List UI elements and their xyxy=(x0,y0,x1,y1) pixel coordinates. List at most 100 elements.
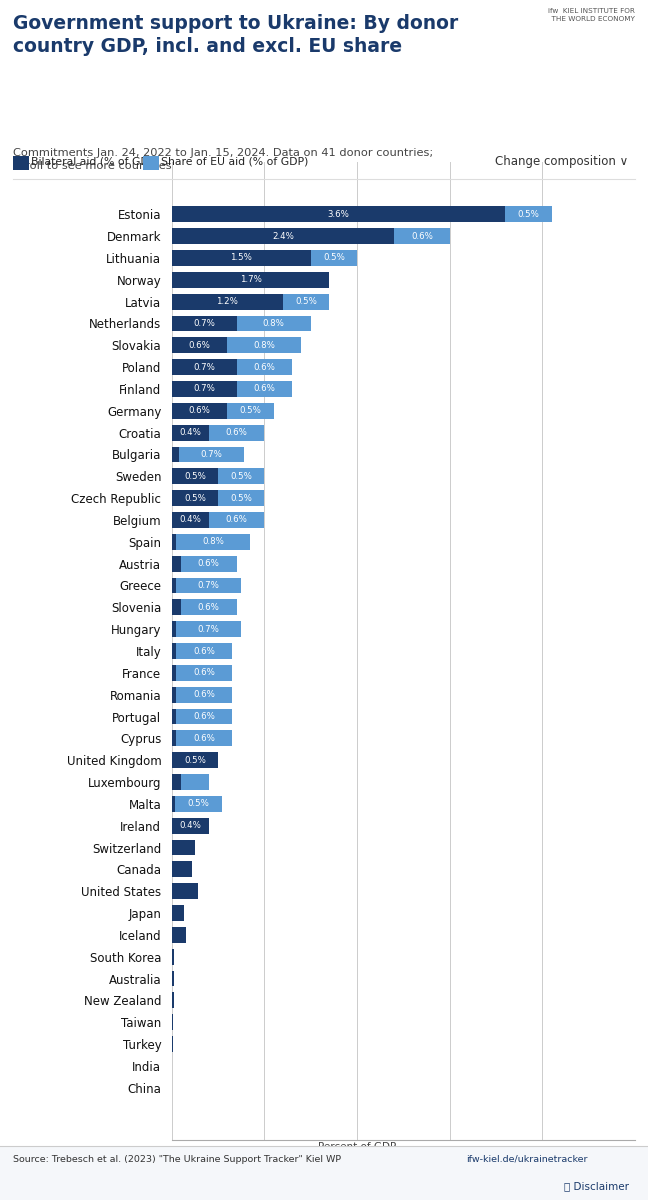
Bar xyxy=(172,359,237,376)
Bar xyxy=(172,250,311,266)
Bar xyxy=(172,686,176,702)
Bar xyxy=(172,709,176,725)
Text: 0.5%: 0.5% xyxy=(295,298,317,306)
Text: 0.6%: 0.6% xyxy=(226,428,248,437)
Bar xyxy=(176,686,232,702)
Bar xyxy=(172,316,237,331)
Text: 1.7%: 1.7% xyxy=(240,275,261,284)
Text: 0.8%: 0.8% xyxy=(202,538,224,546)
Bar xyxy=(283,294,329,310)
Bar xyxy=(218,491,264,506)
Bar xyxy=(172,556,181,571)
Bar xyxy=(172,491,218,506)
Text: ifw-kiel.de/ukrainetracker: ifw-kiel.de/ukrainetracker xyxy=(467,1154,588,1164)
Text: 0.6%: 0.6% xyxy=(193,734,215,743)
Bar xyxy=(172,971,174,986)
Text: 0.7%: 0.7% xyxy=(198,581,220,590)
Text: 0.7%: 0.7% xyxy=(198,625,220,634)
Bar xyxy=(181,556,237,571)
Text: 0.5%: 0.5% xyxy=(188,799,209,809)
Bar xyxy=(172,446,179,462)
Bar xyxy=(176,643,232,659)
Text: 0.8%: 0.8% xyxy=(262,319,284,328)
Bar xyxy=(176,622,241,637)
Text: 0.6%: 0.6% xyxy=(193,712,215,721)
Text: Bilateral aid (% of GDP): Bilateral aid (% of GDP) xyxy=(31,157,159,167)
Bar xyxy=(172,840,195,856)
Bar xyxy=(237,382,292,397)
Text: 0.5%: 0.5% xyxy=(184,756,206,764)
Bar xyxy=(311,250,357,266)
Text: 0.8%: 0.8% xyxy=(253,341,275,350)
Bar xyxy=(172,403,227,419)
Bar xyxy=(172,228,394,244)
Bar xyxy=(181,774,209,790)
Text: Change composition ∨: Change composition ∨ xyxy=(495,156,629,168)
Bar xyxy=(237,359,292,376)
Bar xyxy=(172,382,237,397)
Text: 0.7%: 0.7% xyxy=(193,319,215,328)
Bar xyxy=(172,949,174,965)
Text: ⓘ Disclaimer: ⓘ Disclaimer xyxy=(564,1182,629,1192)
Bar xyxy=(181,600,237,616)
Bar xyxy=(172,600,181,616)
Text: Source: Trebesch et al. (2023) "The Ukraine Support Tracker" Kiel WP: Source: Trebesch et al. (2023) "The Ukra… xyxy=(13,1154,341,1164)
Bar xyxy=(172,534,176,550)
Text: 0.6%: 0.6% xyxy=(253,362,275,372)
Bar xyxy=(218,468,264,484)
Bar xyxy=(176,534,251,550)
Bar xyxy=(179,446,244,462)
Text: 0.4%: 0.4% xyxy=(179,821,201,830)
Bar xyxy=(172,272,329,288)
Text: 0.5%: 0.5% xyxy=(230,493,252,503)
Text: Share of EU aid (% of GDP): Share of EU aid (% of GDP) xyxy=(161,157,308,167)
Text: 0.6%: 0.6% xyxy=(411,232,433,241)
Bar xyxy=(176,665,232,680)
Bar xyxy=(227,403,273,419)
Text: Commitments Jan. 24, 2022 to Jan. 15, 2024. Data on 41 donor countries;
scroll t: Commitments Jan. 24, 2022 to Jan. 15, 20… xyxy=(13,148,434,170)
Text: 0.6%: 0.6% xyxy=(189,407,211,415)
Text: 0.5%: 0.5% xyxy=(230,472,252,481)
Text: 0.6%: 0.6% xyxy=(193,647,215,655)
Bar xyxy=(172,425,209,440)
Text: 0.6%: 0.6% xyxy=(189,341,211,350)
Bar xyxy=(172,468,218,484)
Text: 0.6%: 0.6% xyxy=(226,516,248,524)
Text: 0.5%: 0.5% xyxy=(184,472,206,481)
Bar xyxy=(172,643,176,659)
Text: 0.6%: 0.6% xyxy=(193,668,215,677)
Bar xyxy=(172,926,185,943)
Text: 0.5%: 0.5% xyxy=(323,253,345,263)
Bar xyxy=(172,883,198,899)
Bar xyxy=(394,228,450,244)
Bar xyxy=(227,337,301,353)
Bar xyxy=(172,512,209,528)
Bar xyxy=(172,294,283,310)
Bar xyxy=(172,796,176,811)
Text: 0.5%: 0.5% xyxy=(518,210,539,218)
Text: 1.2%: 1.2% xyxy=(216,298,238,306)
Bar xyxy=(172,992,174,1008)
Text: 0.6%: 0.6% xyxy=(193,690,215,700)
Bar xyxy=(237,316,311,331)
Text: Government support to Ukraine: By donor
country GDP, incl. and excl. EU share: Government support to Ukraine: By donor … xyxy=(13,14,458,56)
Text: 0.6%: 0.6% xyxy=(198,602,220,612)
Bar xyxy=(176,577,241,593)
Bar xyxy=(172,731,176,746)
Text: 0.6%: 0.6% xyxy=(253,384,275,394)
Bar xyxy=(209,425,264,440)
Bar xyxy=(172,905,184,920)
Bar xyxy=(176,796,222,811)
Bar xyxy=(172,622,176,637)
Text: 2.4%: 2.4% xyxy=(272,232,294,241)
Text: 0.4%: 0.4% xyxy=(179,516,201,524)
Text: 0.5%: 0.5% xyxy=(184,493,206,503)
Bar xyxy=(172,577,176,593)
Text: 0.5%: 0.5% xyxy=(240,407,261,415)
Bar xyxy=(176,731,232,746)
Bar xyxy=(209,512,264,528)
Text: 0.7%: 0.7% xyxy=(193,362,215,372)
Text: 1.5%: 1.5% xyxy=(230,253,252,263)
Bar xyxy=(505,206,551,222)
Bar xyxy=(172,818,209,834)
